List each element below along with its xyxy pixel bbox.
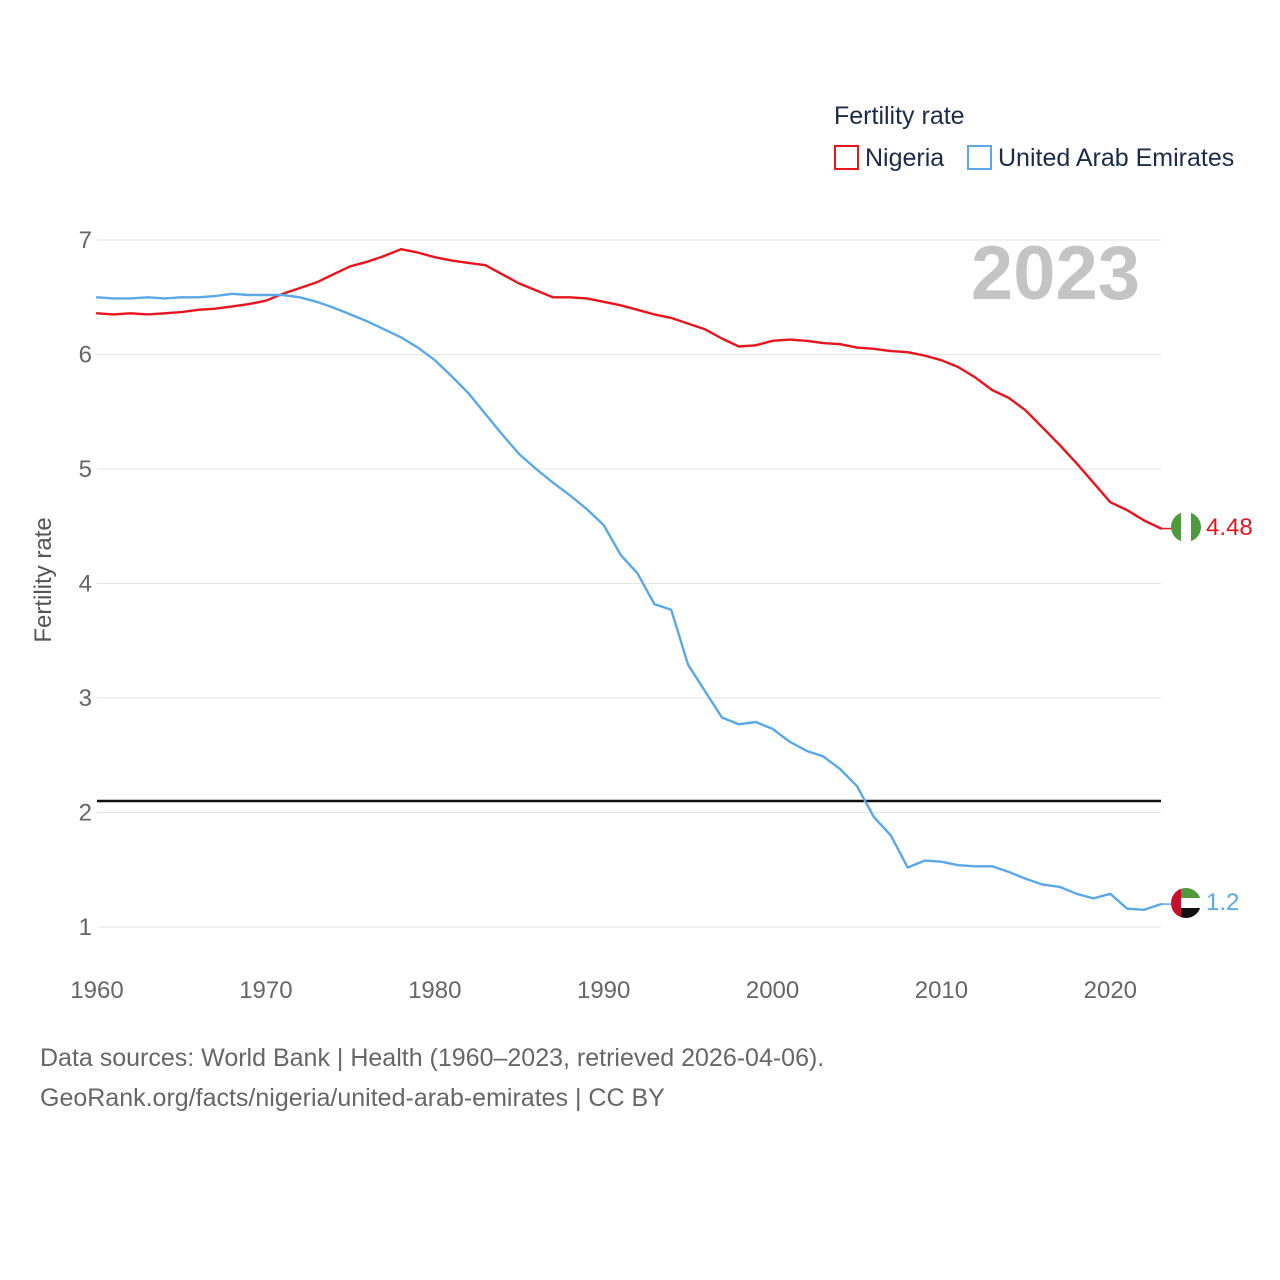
- y-tick-label: 4: [79, 571, 92, 598]
- end-label-uae: 1.2: [1206, 889, 1239, 916]
- end-marker-uae: 1.2: [1161, 888, 1239, 918]
- end-marker-nigeria: 4.48: [1161, 512, 1253, 542]
- x-axis-ticks: 1960 1970 1980 1990 2000 2010 2020: [70, 977, 1137, 1004]
- x-tick-label: 2010: [915, 977, 968, 1004]
- x-tick-label: 2020: [1084, 977, 1137, 1004]
- legend-swatch-uae: [967, 145, 992, 170]
- legend-label-nigeria: Nigeria: [865, 144, 944, 172]
- series-lines: [95, 247, 1163, 911]
- y-axis-label: Fertility rate: [30, 517, 57, 642]
- legend-item-uae[interactable]: United Arab Emirates: [967, 144, 1234, 172]
- legend-item-nigeria[interactable]: Nigeria: [834, 144, 944, 172]
- y-tick-label: 1: [79, 914, 92, 941]
- x-tick-label: 1960: [70, 977, 123, 1004]
- year-watermark: 2023: [971, 231, 1140, 316]
- legend-swatch-nigeria: [834, 145, 859, 170]
- data-sources-text: Data sources: World Bank | Health (1960–…: [40, 1044, 825, 1072]
- y-axis-ticks: 1 2 3 4 5 6 7: [79, 227, 92, 941]
- chart-canvas: Fertility rate Nigeria United Arab Emira…: [30, 102, 1253, 1004]
- source-link-text[interactable]: GeoRank.org/facts/nigeria/united-arab-em…: [40, 1084, 665, 1112]
- series-line-nigeria: [95, 247, 1163, 530]
- x-tick-label: 1970: [239, 977, 292, 1004]
- legend-title: Fertility rate: [834, 102, 965, 130]
- legend-label-uae: United Arab Emirates: [998, 144, 1234, 172]
- x-tick-label: 1980: [408, 977, 461, 1004]
- y-tick-label: 3: [79, 685, 92, 712]
- y-tick-label: 6: [79, 342, 92, 369]
- series-line-uae: [95, 292, 1163, 911]
- y-tick-label: 2: [79, 800, 92, 827]
- y-tick-label: 5: [79, 456, 92, 483]
- y-tick-label: 7: [79, 227, 92, 254]
- nigeria-flag-icon: [1171, 512, 1201, 542]
- x-tick-label: 1990: [577, 977, 630, 1004]
- uae-flag-icon: [1171, 888, 1201, 918]
- x-tick-label: 2000: [746, 977, 799, 1004]
- gridlines: [97, 239, 1161, 928]
- end-label-nigeria: 4.48: [1206, 514, 1253, 541]
